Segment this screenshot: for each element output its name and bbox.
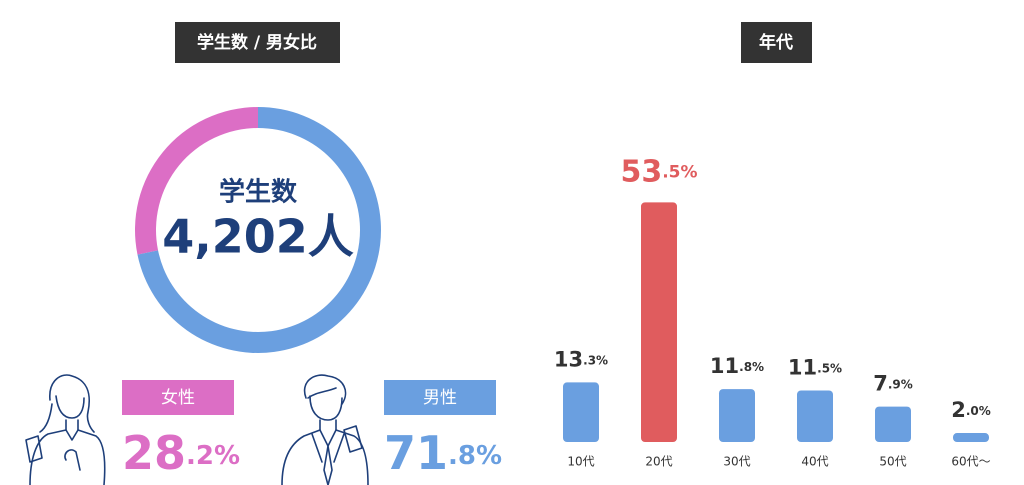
legend-box [122,380,234,415]
x-tick-label: 30代 [723,455,750,469]
bar [953,433,989,442]
bar [563,382,599,442]
x-tick-label: 60代〜 [951,455,990,469]
center-title: 学生数 [219,177,298,208]
legend-label: 男性 [423,388,457,408]
value-label: 11.5% [788,355,842,379]
bar [797,390,833,442]
value-label: 28.2% [122,426,240,480]
x-tick-label: 40代 [801,455,828,469]
value-label: 7.9% [873,372,913,396]
center-value: 4,202人 [162,210,354,264]
legend-box [384,380,496,415]
donut-segment [135,106,258,255]
bar [719,389,755,442]
value-label: 53.5% [620,154,697,189]
bar [875,406,911,442]
woman-illustration [25,374,106,485]
chart-title: 学生数 / 男女比 [197,32,317,53]
chart-title: 年代 [759,32,793,53]
x-tick-label: 50代 [879,455,906,469]
value-label: 13.3% [554,347,608,371]
legend-label: 女性 [161,388,195,408]
man-illustration [281,374,369,485]
value-label: 71.8% [384,426,502,480]
x-tick-label: 10代 [567,455,594,469]
title-box [741,22,812,63]
bar [641,202,677,442]
value-label: 11.8% [710,354,764,378]
value-label: 2.0% [951,398,991,422]
x-tick-label: 20代 [645,455,672,469]
title-box [175,22,340,63]
